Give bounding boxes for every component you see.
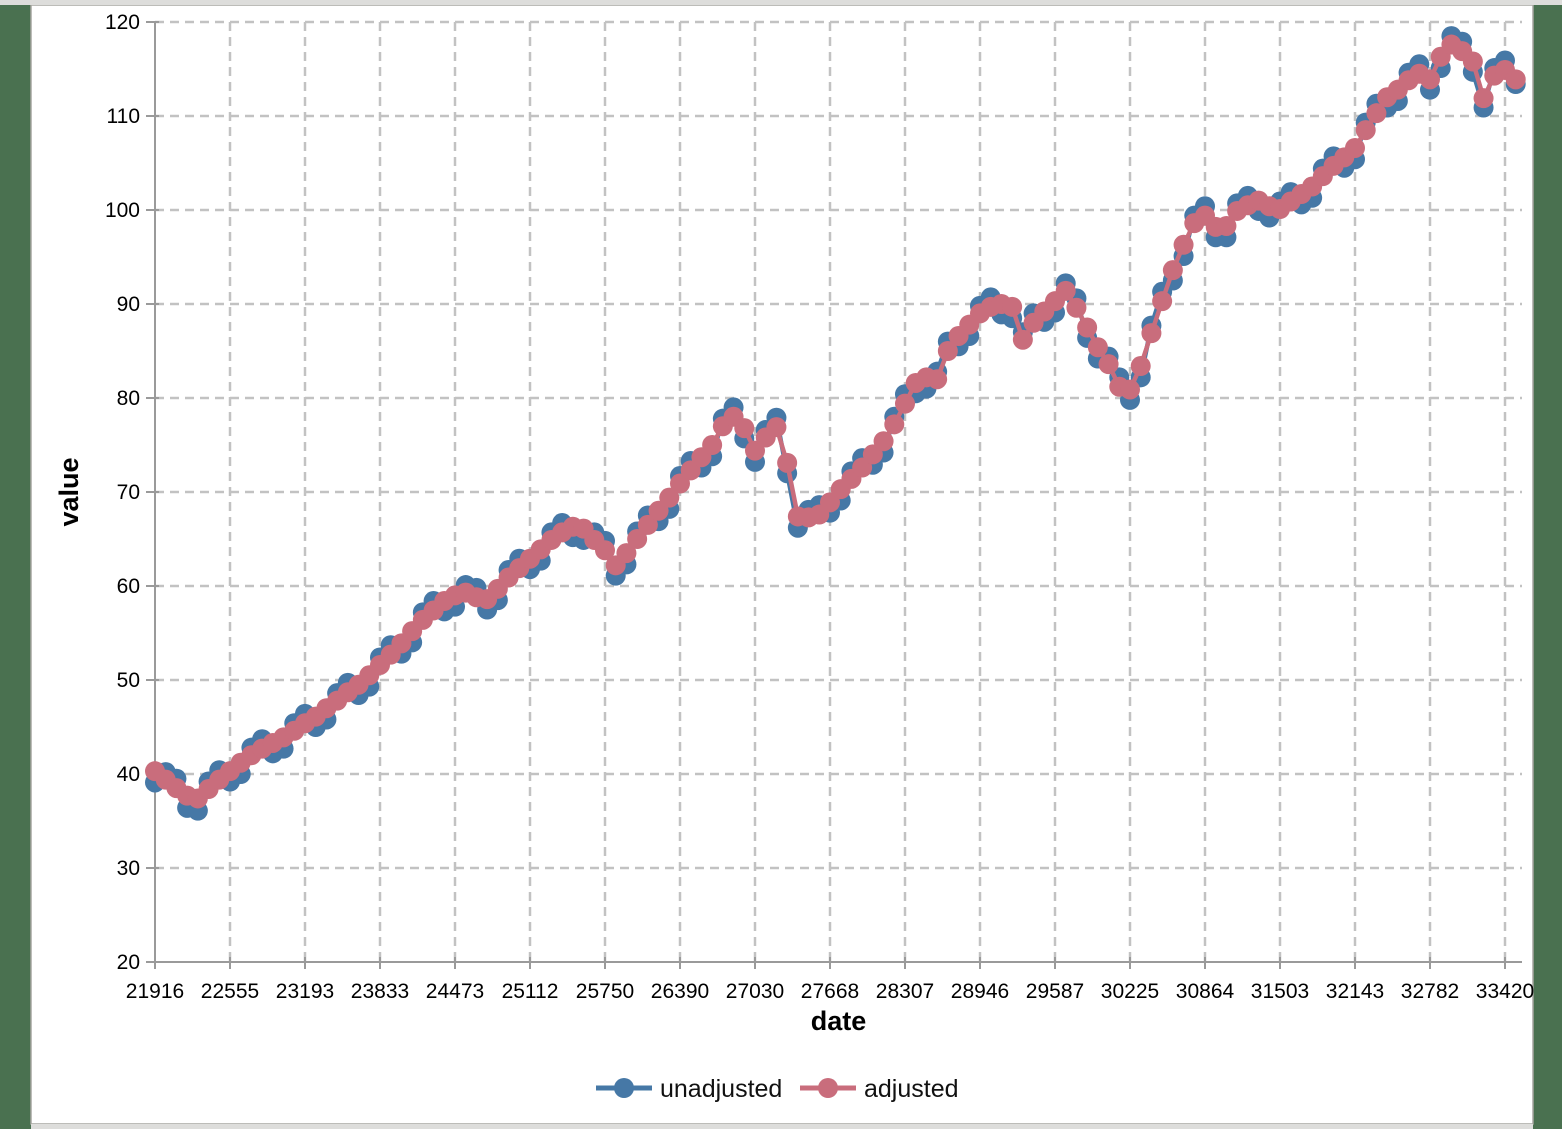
series-adjusted-points	[145, 34, 1526, 809]
series-adjusted-point	[616, 543, 637, 564]
series-adjusted-point	[1355, 120, 1376, 141]
x-tick-label: 26390	[651, 980, 709, 1003]
x-tick-label: 33420	[1476, 980, 1534, 1003]
series-adjusted-point	[1152, 291, 1173, 312]
y-tick-label: 40	[117, 763, 140, 786]
y-tick-label: 50	[117, 669, 140, 692]
x-tick-label: 29587	[1026, 980, 1084, 1003]
series-adjusted-point	[895, 393, 915, 414]
x-tick-label: 25750	[576, 980, 634, 1003]
series-adjusted-point	[777, 452, 798, 473]
series-adjusted-point	[766, 417, 787, 438]
x-tick-label: 31503	[1251, 980, 1309, 1003]
y-tick-label: 120	[105, 11, 140, 34]
series-adjusted-point	[884, 414, 905, 435]
series-adjusted-point	[1098, 354, 1119, 375]
gridlines	[155, 20, 1522, 962]
chart-panel	[30, 4, 1534, 1125]
series-adjusted-point	[595, 540, 615, 561]
y-tick-label: 110	[107, 105, 140, 128]
series-adjusted-point	[702, 435, 723, 455]
x-tick-label: 27668	[801, 980, 859, 1003]
series-adjusted-point	[637, 514, 658, 535]
series-adjusted-point	[1505, 69, 1526, 90]
y-tick-label: 100	[105, 199, 140, 222]
series-adjusted-point	[937, 341, 958, 361]
series-adjusted-point	[927, 369, 948, 390]
top-strip	[0, 0, 1562, 5]
y-tick-label: 90	[117, 293, 140, 316]
x-tick-label: 22555	[201, 980, 259, 1003]
y-tick-label: 70	[117, 481, 140, 504]
x-tick-label: 32143	[1326, 980, 1384, 1003]
series-adjusted-point	[1002, 296, 1023, 317]
series-adjusted-point	[1216, 215, 1237, 236]
series-adjusted-point	[1087, 337, 1108, 358]
series-adjusted-point	[873, 431, 894, 452]
legend-marker-dot-unadjusted	[614, 1078, 634, 1098]
series-adjusted-point	[1066, 297, 1087, 318]
series-adjusted-point	[1366, 103, 1387, 124]
x-tick-label: 30225	[1101, 980, 1159, 1003]
x-tick-label: 23833	[351, 980, 409, 1003]
series-adjusted-point	[1473, 88, 1494, 109]
x-tick-label: 25112	[502, 980, 559, 1003]
series-adjusted-point	[1055, 280, 1076, 301]
x-axis-title: date	[811, 1006, 867, 1036]
series-adjusted-point	[1141, 323, 1162, 344]
series-adjusted-point	[1077, 317, 1098, 338]
x-tick-label: 21916	[126, 980, 184, 1003]
series-adjusted-point	[1162, 260, 1183, 281]
series-adjusted-point	[734, 418, 755, 439]
legend-marker-dot-adjusted	[818, 1078, 838, 1098]
y-tick-label: 80	[117, 387, 140, 410]
series-adjusted-point	[1120, 379, 1140, 400]
series-adjusted-point	[627, 529, 648, 549]
x-tick-label: 28946	[951, 980, 1009, 1003]
series-adjusted-point	[1420, 69, 1440, 90]
x-tick-label: 30864	[1176, 980, 1235, 1003]
x-tick-label: 28307	[876, 980, 934, 1003]
y-tick-label: 60	[117, 575, 140, 598]
x-tick-label: 27030	[726, 980, 784, 1003]
y-tick-label: 30	[117, 857, 140, 880]
series-adjusted-point	[1462, 51, 1483, 72]
x-tick-label: 32782	[1401, 980, 1459, 1003]
y-tick-label: 20	[117, 951, 140, 974]
x-tick-label: 24473	[426, 980, 484, 1003]
series-adjusted-point	[1173, 234, 1194, 255]
legend-label-unadjusted: unadjusted	[660, 1075, 782, 1103]
legend-label-adjusted: adjusted	[864, 1075, 959, 1103]
series-adjusted-point	[1012, 329, 1033, 350]
series-adjusted-point	[659, 487, 680, 508]
x-tick-label: 23193	[276, 980, 334, 1003]
y-axis-title: value	[54, 457, 84, 526]
bottom-strip	[31, 1124, 1533, 1129]
series-adjusted-point	[1130, 356, 1151, 377]
series-adjusted-point	[1345, 137, 1365, 158]
